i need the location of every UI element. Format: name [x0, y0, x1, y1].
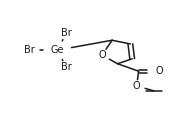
Text: Br: Br — [61, 62, 72, 72]
Text: O: O — [156, 66, 164, 76]
Text: O: O — [98, 50, 106, 60]
Text: Br: Br — [24, 45, 34, 55]
Text: Ge: Ge — [51, 45, 64, 55]
Text: O: O — [133, 81, 141, 91]
Text: Br: Br — [61, 28, 72, 38]
